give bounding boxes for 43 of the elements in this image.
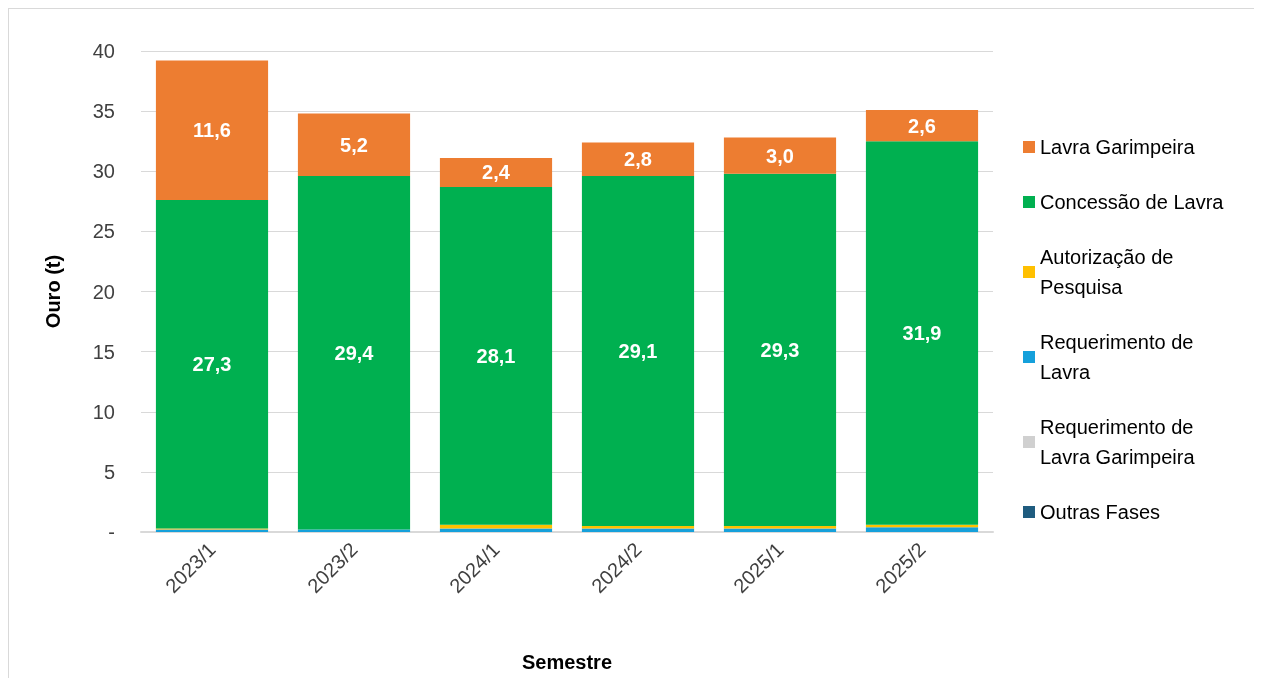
legend-label: Requerimento de Lavra Garimpeira [1040, 416, 1199, 468]
y-tick-label: 35 [92, 100, 115, 123]
legend-label: Concessão de Lavra [1040, 191, 1225, 213]
legend-label: Autorização de Pesquisa [1040, 246, 1179, 298]
y-tick-label: 20 [92, 280, 115, 303]
data-label: 2,4 [482, 161, 511, 184]
bar [439, 186, 553, 525]
legend-label: Requerimento de Lavra [1040, 331, 1199, 383]
y-tick-label: 15 [92, 340, 115, 363]
data-label: 28,1 [476, 344, 516, 367]
legend-label: Lavra Garimpeira [1040, 136, 1196, 158]
bar [439, 528, 553, 532]
y-tick-label: 5 [103, 460, 115, 483]
bar [581, 142, 695, 177]
data-label: 27,3 [192, 353, 232, 376]
legend-label: Outras Fases [1040, 501, 1161, 523]
data-label: 5,2 [340, 133, 368, 156]
y-axis-title: Ouro (t) [42, 254, 64, 329]
bar [723, 173, 837, 526]
x-axis-title: Semestre [521, 651, 613, 673]
data-label: 11,6 [193, 119, 231, 142]
data-label: 3,0 [766, 144, 794, 167]
data-label: 29,3 [760, 338, 800, 361]
data-label: 29,4 [334, 341, 375, 364]
data-label: 31,9 [902, 321, 942, 344]
y-tick-label: 30 [92, 160, 115, 183]
bar [439, 158, 553, 187]
bar [155, 60, 269, 201]
bar [865, 527, 979, 532]
y-tick-label: 10 [92, 400, 115, 423]
bar [865, 141, 979, 525]
data-label: 2,6 [908, 114, 936, 137]
bar [297, 113, 411, 177]
bar [297, 176, 411, 530]
y-tick-label: 40 [92, 40, 115, 62]
bar [723, 137, 837, 174]
data-label: 2,8 [624, 148, 652, 171]
bar [865, 109, 979, 142]
y-tick-label: - [108, 521, 115, 543]
bar [581, 176, 695, 526]
bar [155, 200, 269, 529]
data-label: 29,1 [618, 340, 658, 363]
y-tick-label: 25 [92, 220, 115, 243]
